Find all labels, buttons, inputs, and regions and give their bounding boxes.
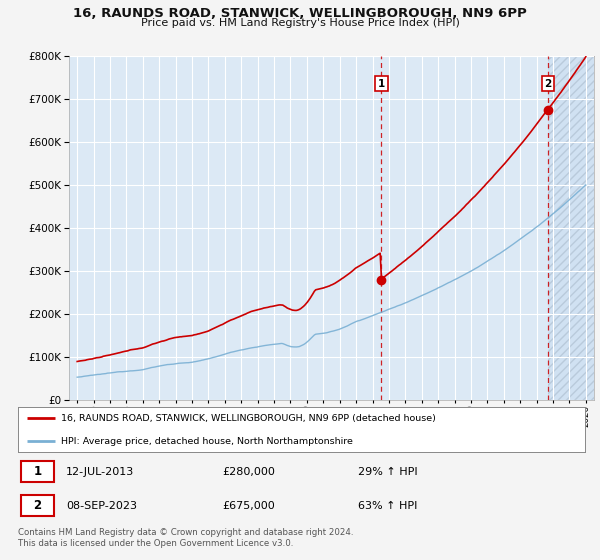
Bar [548, 56, 594, 400]
Text: HPI: Average price, detached house, North Northamptonshire: HPI: Average price, detached house, Nort… [61, 436, 352, 446]
Text: 63% ↑ HPI: 63% ↑ HPI [358, 501, 418, 511]
Text: 16, RAUNDS ROAD, STANWICK, WELLINGBOROUGH, NN9 6PP (detached house): 16, RAUNDS ROAD, STANWICK, WELLINGBOROUG… [61, 413, 436, 423]
Text: Price paid vs. HM Land Registry's House Price Index (HPI): Price paid vs. HM Land Registry's House … [140, 18, 460, 29]
Text: £280,000: £280,000 [222, 466, 275, 477]
FancyBboxPatch shape [21, 461, 54, 482]
Text: 16, RAUNDS ROAD, STANWICK, WELLINGBOROUGH, NN9 6PP: 16, RAUNDS ROAD, STANWICK, WELLINGBOROUG… [73, 7, 527, 20]
Text: 12-JUL-2013: 12-JUL-2013 [66, 466, 134, 477]
Text: 1: 1 [378, 78, 385, 88]
Text: 2: 2 [544, 78, 551, 88]
Text: 1: 1 [33, 465, 41, 478]
Text: 29% ↑ HPI: 29% ↑ HPI [358, 466, 418, 477]
Text: £675,000: £675,000 [222, 501, 275, 511]
FancyBboxPatch shape [21, 495, 54, 516]
Text: 2: 2 [33, 500, 41, 512]
Text: Contains HM Land Registry data © Crown copyright and database right 2024.
This d: Contains HM Land Registry data © Crown c… [18, 528, 353, 548]
Text: 08-SEP-2023: 08-SEP-2023 [66, 501, 137, 511]
